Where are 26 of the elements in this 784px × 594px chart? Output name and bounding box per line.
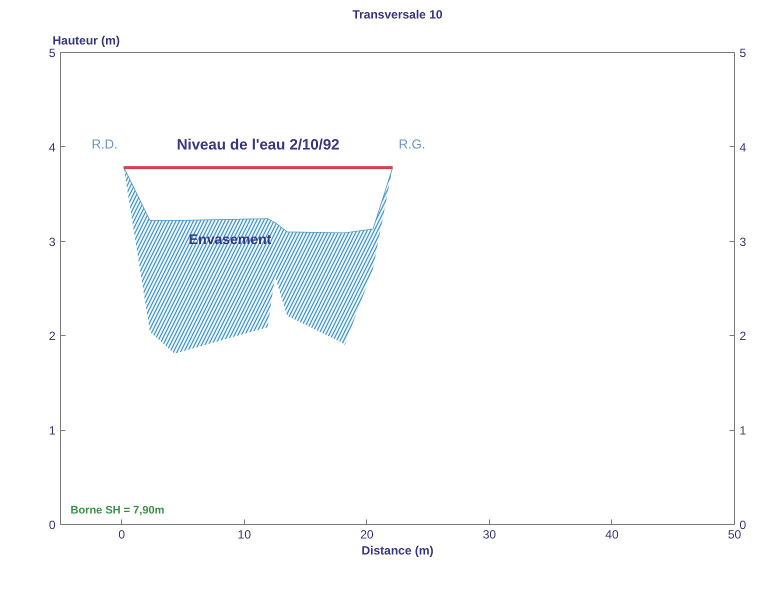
y-tick-label: 4 xyxy=(48,140,56,154)
y-tick-label: 2 xyxy=(48,329,56,344)
y2-tick-label: 0 xyxy=(740,518,746,532)
x-tick-label: 10 xyxy=(238,528,252,542)
annotation: R.G. xyxy=(398,136,426,152)
line-series xyxy=(123,166,393,234)
y-tick-label: 1 xyxy=(48,424,56,438)
x-tick-label: 50 xyxy=(728,528,742,542)
y-axis-title: Hauteur (m) xyxy=(52,34,120,48)
x-tick-label: 30 xyxy=(482,528,496,542)
annotation: R.D. xyxy=(92,136,118,152)
y2-tick-label: 5 xyxy=(740,46,746,60)
y-tick-label: 5 xyxy=(48,46,56,60)
annotation: Borne SH = 7,90m xyxy=(70,504,165,516)
x-tick-label: 20 xyxy=(360,528,374,542)
chart-title: Transversale 10 xyxy=(352,8,443,22)
series-label: Niveau de l'eau 2/10/92 xyxy=(176,136,340,154)
y-tick-label: 3 xyxy=(48,234,56,249)
y-tick-label: 0 xyxy=(48,518,56,532)
x-axis-title: Distance (m) xyxy=(361,544,434,558)
y2-tick-label: 2 xyxy=(740,329,746,344)
x-tick-label: 0 xyxy=(118,528,126,542)
y2-tick-label: 1 xyxy=(740,424,746,438)
y2-tick-label: 3 xyxy=(740,234,746,249)
y2-tick-label: 4 xyxy=(740,140,746,154)
x-tick-label: 40 xyxy=(605,528,619,542)
